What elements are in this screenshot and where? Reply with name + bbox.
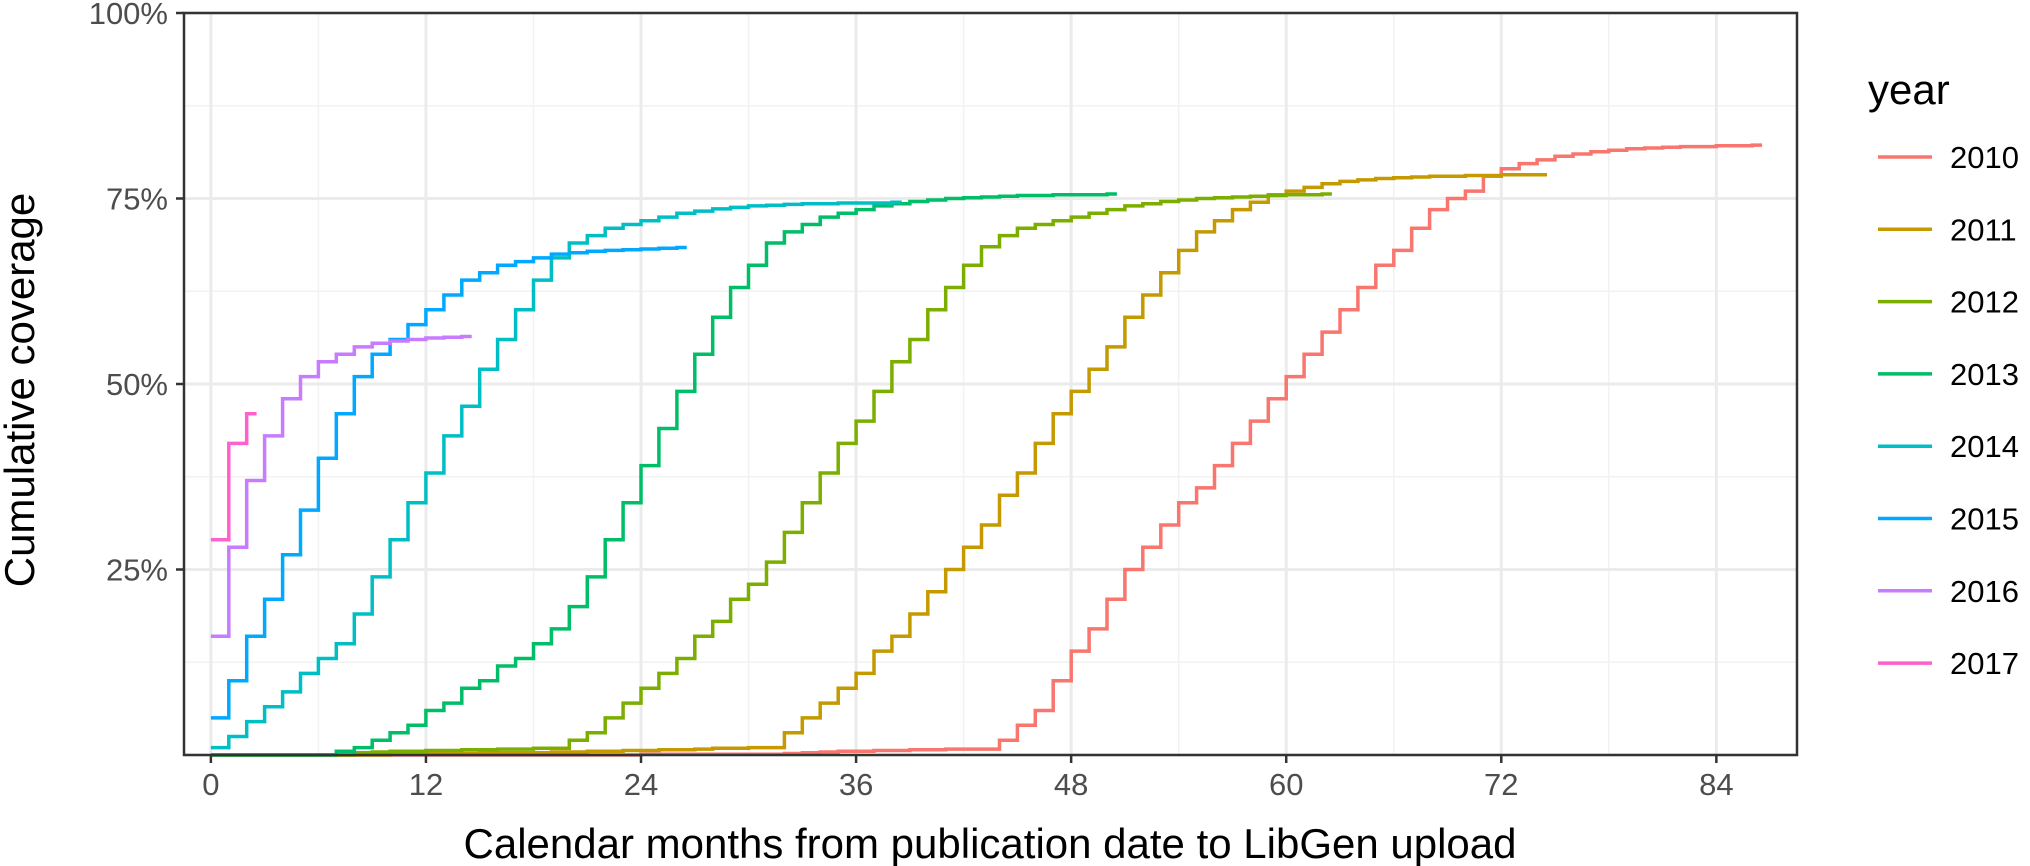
legend: year 2010 2011 2012 2013 2014 2015 2016 2017 bbox=[1868, 66, 2019, 681]
series-line-2013 bbox=[210, 192, 1117, 757]
series-line-2012 bbox=[210, 192, 1332, 757]
legend-title: year bbox=[1868, 66, 1950, 113]
series-line-2016 bbox=[210, 334, 472, 639]
y-tick-label: 100% bbox=[89, 0, 168, 31]
legend-label-2010: 2010 bbox=[1950, 140, 2019, 175]
series-line-2017 bbox=[210, 411, 257, 542]
legend-label-2017: 2017 bbox=[1950, 646, 2019, 681]
series-line-2014 bbox=[210, 200, 902, 750]
x-tick-label: 48 bbox=[1054, 767, 1088, 802]
y-tick-label: 50% bbox=[106, 367, 168, 402]
x-tick-label: 72 bbox=[1484, 767, 1518, 802]
y-tick-label: 25% bbox=[106, 553, 168, 588]
legend-label-2013: 2013 bbox=[1950, 357, 2019, 392]
series-line-2011 bbox=[210, 173, 1547, 757]
y-tick-label: 75% bbox=[106, 182, 168, 217]
y-axis-title: Cumulative coverage bbox=[0, 193, 43, 588]
x-tick-label: 84 bbox=[1699, 767, 1733, 802]
x-axis-title: Calendar months from publication date to… bbox=[464, 820, 1517, 866]
x-tick-label: 0 bbox=[202, 767, 219, 802]
legend-label-2011: 2011 bbox=[1950, 212, 2017, 247]
series-line-2015 bbox=[210, 245, 687, 720]
legend-label-2012: 2012 bbox=[1950, 285, 2019, 320]
grid-lines bbox=[184, 11, 1797, 757]
axis-ticks: 0 12 24 36 48 60 72 84 25% 50% 75% 100% bbox=[89, 0, 1734, 802]
x-tick-label: 36 bbox=[839, 767, 873, 802]
legend-label-2014: 2014 bbox=[1950, 429, 2019, 464]
legend-label-2015: 2015 bbox=[1950, 502, 2019, 537]
x-tick-label: 24 bbox=[624, 767, 658, 802]
x-tick-label: 12 bbox=[409, 767, 443, 802]
legend-label-2016: 2016 bbox=[1950, 574, 2019, 609]
x-tick-label: 60 bbox=[1269, 767, 1303, 802]
